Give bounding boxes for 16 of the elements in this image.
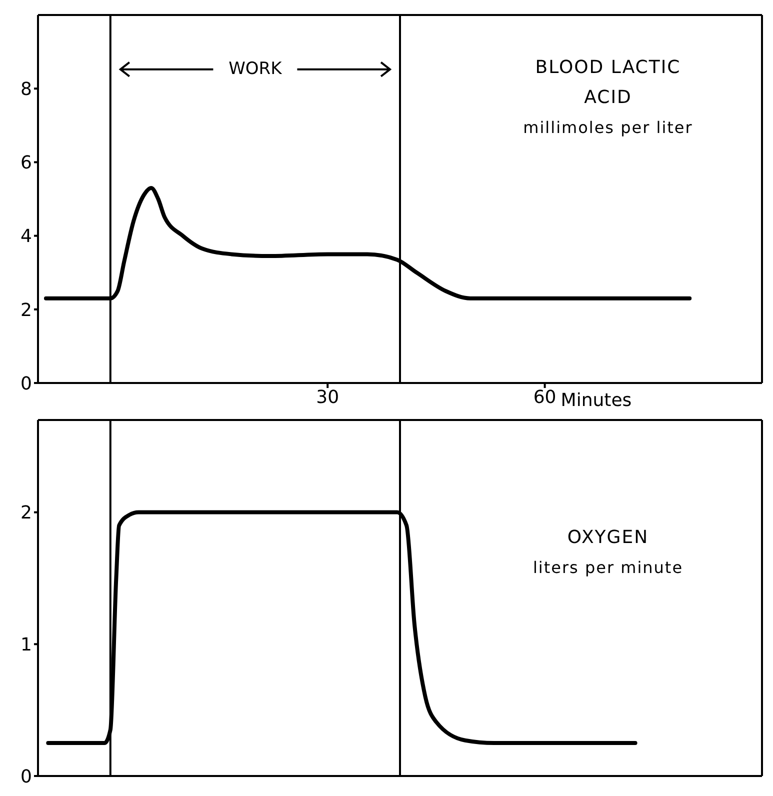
y-axis-title: liters per minute [532, 557, 684, 579]
x-tick-label: 60 [533, 386, 556, 408]
y-tick-label: 0 [20, 766, 32, 788]
y-tick-label: 0 [20, 373, 32, 394]
y-tick-label: 2 [20, 300, 32, 321]
x-axis-title: Minutes [560, 390, 632, 412]
x-tick-label: 30 [316, 386, 340, 408]
y-tick-label: 4 [20, 226, 32, 248]
y-tick-label: 1 [20, 634, 32, 656]
y-tick-label: 8 [20, 78, 32, 100]
text: OXYGEN [566, 526, 650, 550]
y-tick-label: 2 [20, 502, 32, 524]
text: BLOOD LACTIC ACID [534, 56, 682, 110]
y-axis-title: millimoles per liter [522, 117, 694, 139]
annotation: WORK [215, 58, 296, 80]
y-tick-label: 6 [20, 152, 32, 174]
